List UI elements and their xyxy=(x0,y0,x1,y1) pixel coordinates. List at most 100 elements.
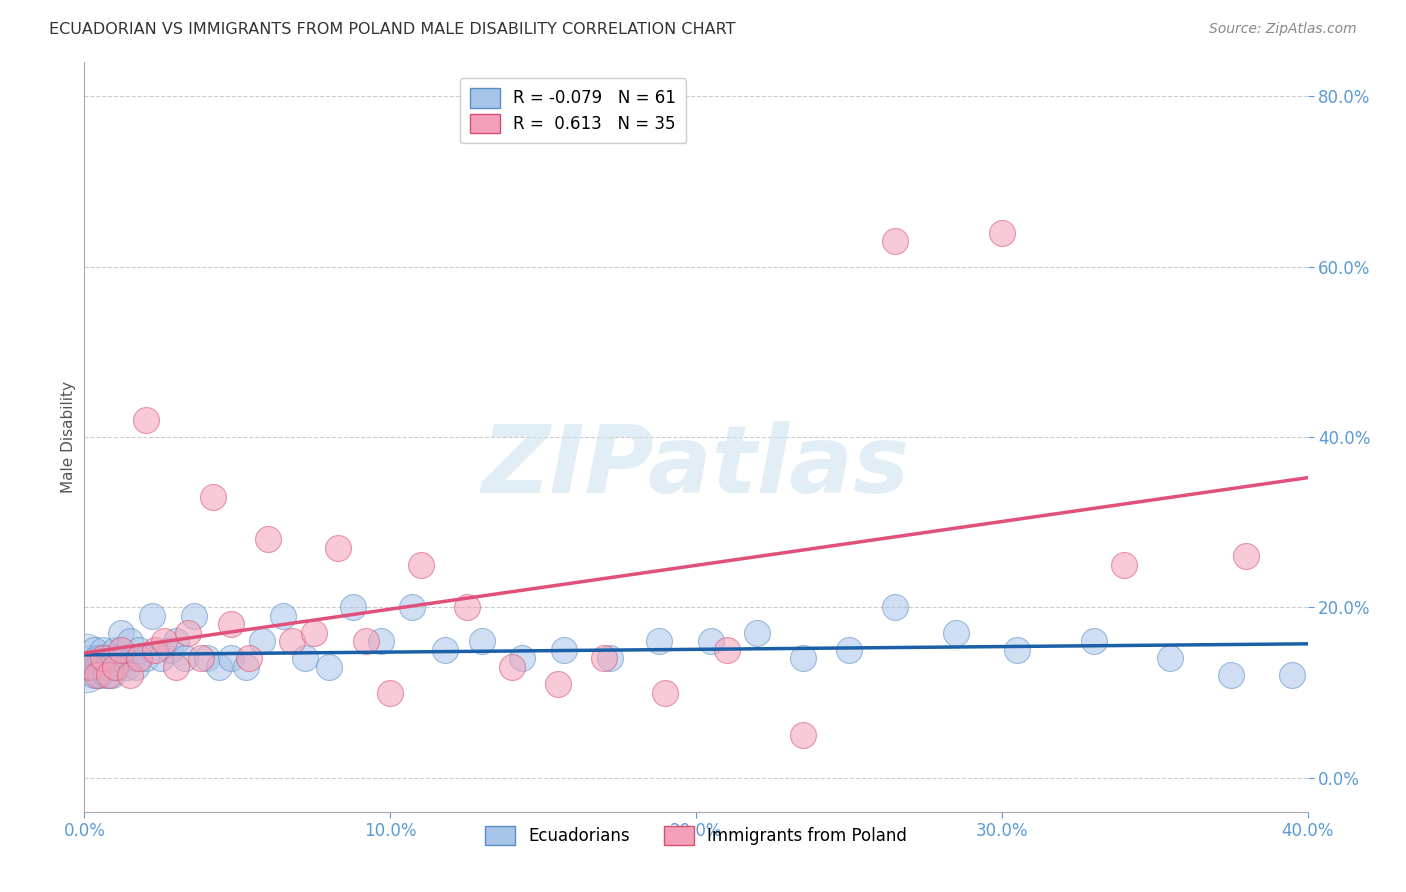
Point xyxy=(945,626,967,640)
Point xyxy=(354,634,377,648)
Point xyxy=(91,660,114,674)
Point xyxy=(747,626,769,640)
Point xyxy=(195,651,218,665)
Point xyxy=(165,660,187,674)
Point xyxy=(502,660,524,674)
Point xyxy=(120,668,142,682)
Point xyxy=(104,651,127,665)
Point xyxy=(1281,668,1303,682)
Point xyxy=(174,651,197,665)
Point xyxy=(112,651,135,665)
Point xyxy=(883,234,905,248)
Point xyxy=(97,660,120,674)
Point xyxy=(120,634,142,648)
Point xyxy=(700,634,723,648)
Point xyxy=(380,685,402,699)
Point xyxy=(122,651,145,665)
Point xyxy=(86,660,108,674)
Point xyxy=(97,668,120,682)
Point xyxy=(281,634,304,648)
Point xyxy=(1220,668,1243,682)
Point xyxy=(86,651,108,665)
Point xyxy=(83,643,105,657)
Point xyxy=(553,643,575,657)
Point xyxy=(94,660,117,674)
Point xyxy=(143,643,166,657)
Point xyxy=(792,651,814,665)
Point xyxy=(110,643,132,657)
Point xyxy=(183,608,205,623)
Point xyxy=(409,558,432,572)
Point xyxy=(883,600,905,615)
Point xyxy=(219,617,242,632)
Point xyxy=(208,660,231,674)
Point xyxy=(135,651,157,665)
Point xyxy=(159,643,181,657)
Point xyxy=(79,660,101,674)
Text: Source: ZipAtlas.com: Source: ZipAtlas.com xyxy=(1209,22,1357,37)
Point xyxy=(97,651,120,665)
Point xyxy=(328,541,350,555)
Point xyxy=(302,626,325,640)
Point xyxy=(89,668,111,682)
Point xyxy=(91,643,114,657)
Point xyxy=(107,660,129,674)
Point xyxy=(141,608,163,623)
Point xyxy=(79,660,101,674)
Point xyxy=(104,660,127,674)
Point xyxy=(89,651,111,665)
Point xyxy=(510,651,533,665)
Point xyxy=(250,634,273,648)
Point xyxy=(235,660,257,674)
Point xyxy=(648,634,671,648)
Legend: Ecuadorians, Immigrants from Poland: Ecuadorians, Immigrants from Poland xyxy=(478,820,914,852)
Point xyxy=(471,634,494,648)
Text: ECUADORIAN VS IMMIGRANTS FROM POLAND MALE DISABILITY CORRELATION CHART: ECUADORIAN VS IMMIGRANTS FROM POLAND MAL… xyxy=(49,22,735,37)
Point xyxy=(86,668,108,682)
Point xyxy=(547,677,569,691)
Point xyxy=(434,643,457,657)
Point xyxy=(125,660,148,674)
Text: ZIPatlas: ZIPatlas xyxy=(482,421,910,513)
Point xyxy=(838,643,860,657)
Point xyxy=(1083,634,1105,648)
Point xyxy=(94,668,117,682)
Point xyxy=(1236,549,1258,564)
Point xyxy=(654,685,676,699)
Point xyxy=(792,728,814,742)
Point xyxy=(201,490,224,504)
Point xyxy=(271,608,294,623)
Point xyxy=(401,600,423,615)
Point xyxy=(238,651,260,665)
Point xyxy=(1114,558,1136,572)
Point xyxy=(101,668,124,682)
Point xyxy=(593,651,616,665)
Point xyxy=(128,643,150,657)
Point xyxy=(153,634,176,648)
Point xyxy=(115,660,138,674)
Point xyxy=(128,651,150,665)
Point xyxy=(599,651,621,665)
Point xyxy=(318,660,340,674)
Point xyxy=(456,600,478,615)
Point xyxy=(177,626,200,640)
Point xyxy=(91,651,114,665)
Point xyxy=(190,651,212,665)
Point xyxy=(104,643,127,657)
Y-axis label: Male Disability: Male Disability xyxy=(60,381,76,493)
Point xyxy=(83,668,105,682)
Point xyxy=(149,651,172,665)
Point xyxy=(991,226,1014,240)
Point xyxy=(165,634,187,648)
Point xyxy=(76,660,98,674)
Point xyxy=(370,634,392,648)
Point xyxy=(1005,643,1028,657)
Point xyxy=(342,600,364,615)
Point xyxy=(716,643,738,657)
Point xyxy=(135,413,157,427)
Point xyxy=(110,626,132,640)
Point xyxy=(257,533,280,547)
Point xyxy=(1159,651,1181,665)
Point xyxy=(79,651,101,665)
Point xyxy=(73,656,96,670)
